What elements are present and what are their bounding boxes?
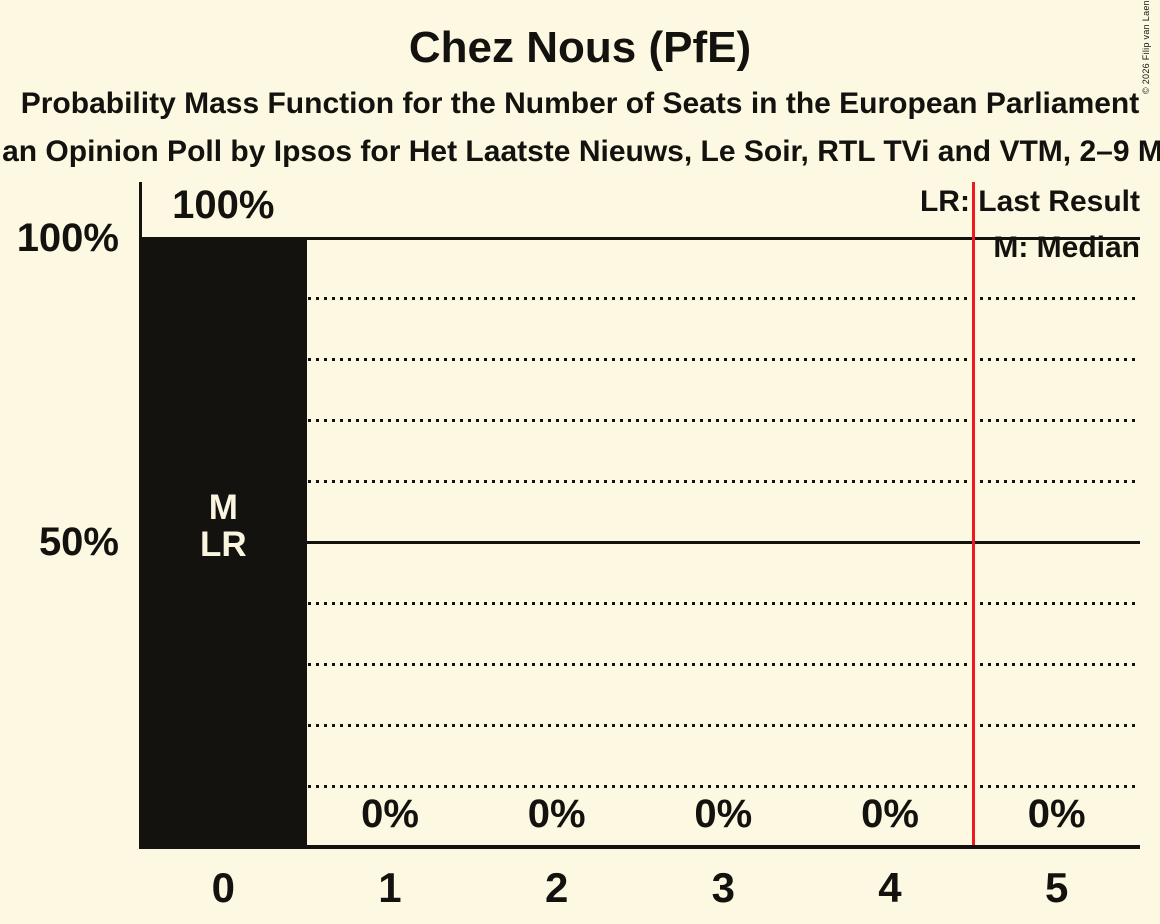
- bar-seats-0: [140, 238, 307, 847]
- value-label-seats-5: 0%: [1027, 792, 1086, 836]
- gridline-80pct: [140, 358, 1140, 362]
- legend-median: M: Median: [993, 231, 1140, 264]
- copyright-notice: © 2026 Filip van Laenen: [1141, 0, 1151, 94]
- gridline-50pct: [140, 541, 1140, 544]
- x-tick-label-3: 3: [711, 864, 735, 911]
- value-label-seats-3: 0%: [694, 792, 753, 836]
- gridline-100pct: [140, 236, 1140, 240]
- gridline-90pct: [140, 297, 1140, 301]
- chart-source-line: Based on an Opinion Poll by Ipsos for He…: [0, 135, 1160, 168]
- x-tick-label-5: 5: [1044, 864, 1069, 911]
- y-axis-line: [139, 182, 142, 847]
- value-label-seats-1: 0%: [361, 792, 419, 836]
- legend-last-result: LR: Last Result: [919, 185, 1140, 218]
- x-axis-labels: 0 1 2 3 4 5: [140, 847, 1140, 924]
- gridline-10pct: [140, 784, 1140, 788]
- y-axis-label-50: 50%: [38, 520, 119, 564]
- y-axis-label-100: 100%: [16, 216, 119, 260]
- x-tick-label-0: 0: [211, 864, 235, 911]
- chart-subtitle: Probability Mass Function for the Number…: [20, 87, 1140, 120]
- value-label-seats-0: 100%: [172, 183, 275, 227]
- x-tick-label-4: 4: [878, 864, 902, 911]
- last-result-marker: LR: [200, 525, 247, 564]
- reference-line: [971, 182, 975, 847]
- gridline-70pct: [140, 419, 1140, 423]
- value-label-seats-4: 0%: [861, 792, 919, 836]
- x-tick-label-2: 2: [544, 864, 569, 911]
- gridline-20pct: [140, 723, 1140, 727]
- gridline-40pct: [140, 601, 1140, 605]
- gridline-30pct: [140, 662, 1140, 666]
- chart-title: Chez Nous (PfE): [408, 23, 752, 72]
- value-label-seats-2: 0%: [527, 792, 586, 836]
- x-tick-label-1: 1: [378, 864, 402, 911]
- plot-area: 100% 0% 0% 0% 0% 0% M LR: [139, 182, 1140, 849]
- bar-marker-block: M LR: [140, 489, 307, 563]
- x-axis-line: [139, 845, 1140, 849]
- gridline-60pct: [140, 480, 1140, 484]
- median-marker: M: [208, 488, 238, 527]
